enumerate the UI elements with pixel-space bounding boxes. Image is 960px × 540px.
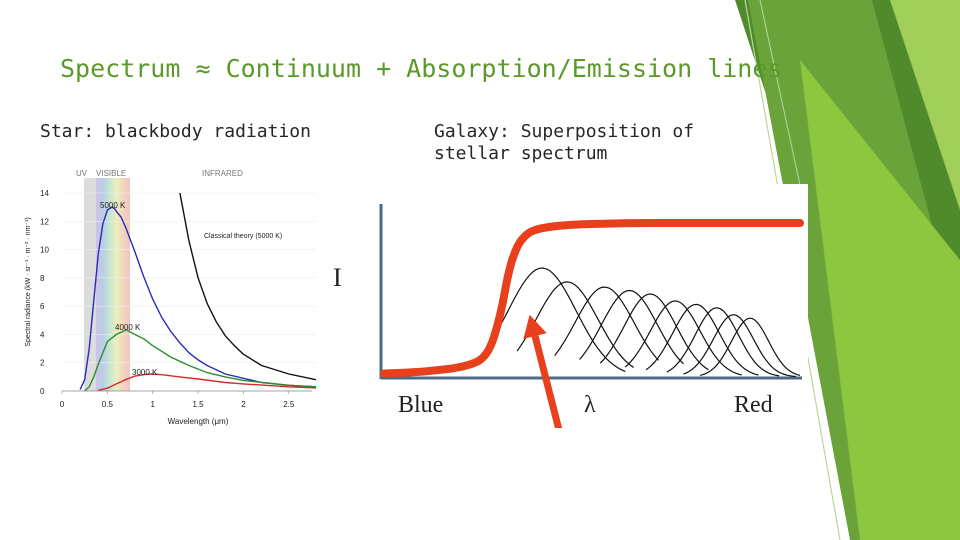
y-tick-label: 2	[40, 359, 45, 368]
x-tick-label: 2	[241, 400, 246, 409]
annotation-5000k: 5000 K	[100, 201, 126, 210]
deco-line-2	[759, 0, 801, 186]
x-tick-label: 0	[60, 400, 65, 409]
y-tick-label: 10	[40, 246, 49, 255]
left-subtitle: Star: blackbody radiation	[40, 121, 311, 142]
x-tick-label: 1	[150, 400, 155, 409]
y-tick-label: 8	[40, 274, 45, 283]
galaxy-x-label-red: Red	[734, 392, 773, 418]
uv-band-label: UV	[76, 169, 88, 178]
right-subtitle: Galaxy: Superposition of stellar spectru…	[434, 121, 695, 164]
galaxy-arrow-shaft	[531, 335, 563, 428]
galaxy-total-spectrum	[380, 219, 804, 378]
y-axis-label: Spectral radiance (kW · sr⁻¹ · m⁻² · nm⁻…	[25, 217, 32, 346]
stellar-component-curve	[666, 307, 780, 377]
galaxy-x-label-blue: Blue	[398, 392, 443, 418]
stellar-component-curve	[599, 293, 709, 371]
x-axis-label: Wavelength (μm)	[168, 417, 229, 426]
uv-band	[84, 178, 96, 391]
slide-title: Spectrum ≈ Continuum + Absorption/Emissi…	[60, 54, 783, 83]
galaxy-chart: I Blue λ Red	[333, 184, 808, 428]
stellar-component-curve	[579, 289, 684, 365]
stellar-component-curve	[700, 317, 801, 376]
y-tick-label: 6	[40, 302, 45, 311]
stellar-component-curve	[624, 300, 742, 376]
y-tick-label: 12	[40, 217, 49, 226]
annotation-3000k: 3000 K	[132, 368, 158, 377]
x-tick-label: 2.5	[283, 400, 295, 409]
series-line-classical-theory-5000-k	[179, 192, 317, 381]
series-line-3000-k	[98, 373, 317, 391]
galaxy-x-label-lambda: λ	[584, 392, 596, 418]
stellar-component-curve	[683, 314, 796, 378]
galaxy-arrow-head	[523, 314, 547, 339]
x-tick-label: 0.5	[102, 400, 114, 409]
stellar-component-curve	[645, 303, 759, 376]
infrared-band-label: INFRARED	[202, 169, 243, 178]
y-tick-label: 14	[40, 189, 49, 198]
series-line-5000-k	[79, 206, 317, 390]
stellar-component-curve	[487, 267, 626, 372]
visible-band-label: VISIBLE	[96, 169, 126, 178]
series-line-4000-k	[84, 329, 317, 392]
annotation-4000k: 4000 K	[115, 323, 141, 332]
deco-shape-light	[890, 0, 960, 210]
stellar-component-curve	[554, 286, 660, 361]
galaxy-y-axis-label: I	[333, 263, 342, 292]
x-tick-label: 1.5	[193, 400, 205, 409]
deco-shape-bright	[800, 60, 960, 540]
blackbody-chart: UV VISIBLE INFRARED 0 2 4 6 8 10 12 14 0 0.5 1 1.5 2…	[25, 169, 317, 426]
annotation-classical: Classical theory (5000 K)	[204, 233, 282, 240]
y-tick-label: 0	[40, 387, 45, 396]
stellar-component-curve	[516, 281, 634, 368]
y-tick-label: 4	[40, 330, 45, 339]
